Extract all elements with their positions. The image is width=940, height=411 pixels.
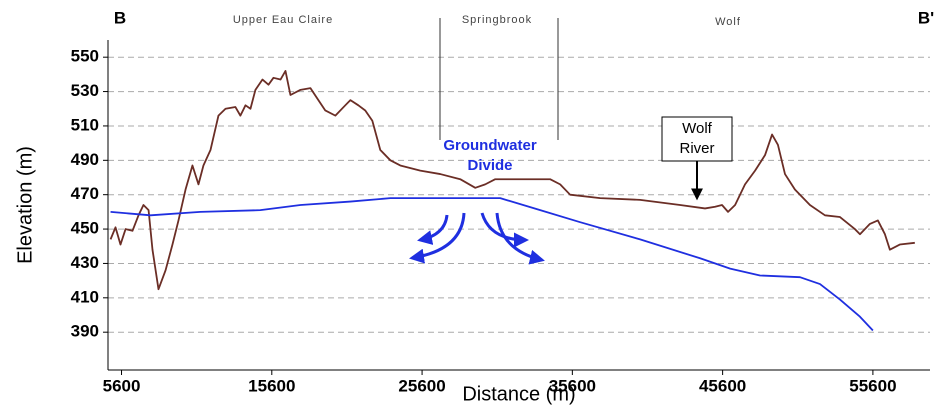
- flow-arrows: [409, 212, 545, 265]
- series-line: [109, 70, 915, 291]
- region-label: Upper Eau Claire: [233, 14, 333, 26]
- x-tick-label: 5600: [103, 376, 141, 395]
- x-tick-label: 25600: [398, 376, 445, 395]
- section-end: B': [918, 8, 934, 27]
- divide-label: Divide: [467, 157, 512, 174]
- y-tick-label: 550: [71, 47, 99, 66]
- y-tick-label: 450: [71, 219, 99, 238]
- river-box: [661, 116, 733, 162]
- x-axis-title: Distance (m): [462, 383, 575, 405]
- y-tick-label: 490: [71, 150, 99, 169]
- divide-label: Groundwater: [443, 137, 537, 154]
- section-end: B: [114, 8, 126, 27]
- river-label: Wolf: [682, 120, 713, 137]
- series-line: [110, 197, 874, 332]
- region-label: Springbrook: [462, 14, 532, 26]
- grid: [108, 56, 930, 333]
- region-label: Wolf: [715, 16, 741, 28]
- y-tick-label: 390: [71, 322, 99, 341]
- x-tick-label: 35600: [549, 376, 596, 395]
- x-tick-label: 15600: [248, 376, 295, 395]
- y-tick-label: 470: [71, 184, 99, 203]
- y-tick-label: 510: [71, 115, 99, 134]
- x-tick-label: 45600: [699, 376, 746, 395]
- y-tick-label: 530: [71, 81, 99, 100]
- y-tick-label: 430: [71, 253, 99, 272]
- river-label: River: [679, 140, 714, 157]
- y-axis-title: Elevation (m): [14, 146, 36, 264]
- x-tick-label: 55600: [849, 376, 896, 395]
- y-tick-label: 410: [71, 287, 99, 306]
